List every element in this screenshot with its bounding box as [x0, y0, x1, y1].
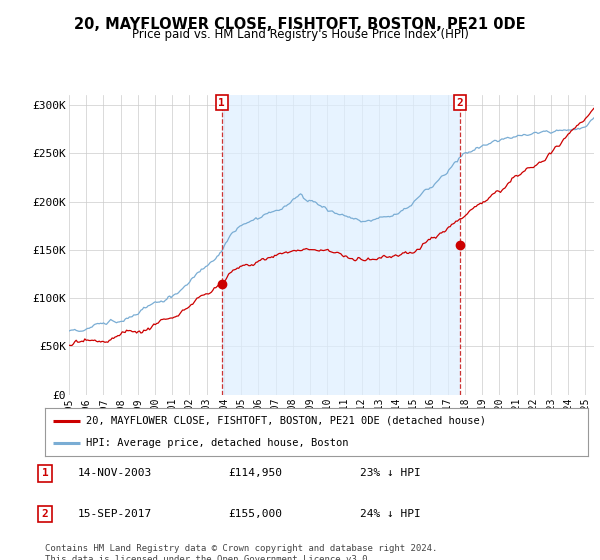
Text: 2: 2	[41, 509, 49, 519]
Text: £155,000: £155,000	[228, 509, 282, 519]
Text: 1: 1	[41, 468, 49, 478]
Text: 14-NOV-2003: 14-NOV-2003	[78, 468, 152, 478]
Text: 24% ↓ HPI: 24% ↓ HPI	[360, 509, 421, 519]
Text: £114,950: £114,950	[228, 468, 282, 478]
Text: Contains HM Land Registry data © Crown copyright and database right 2024.
This d: Contains HM Land Registry data © Crown c…	[45, 544, 437, 560]
Text: 2: 2	[457, 97, 463, 108]
Text: 20, MAYFLOWER CLOSE, FISHTOFT, BOSTON, PE21 0DE: 20, MAYFLOWER CLOSE, FISHTOFT, BOSTON, P…	[74, 17, 526, 32]
Text: 23% ↓ HPI: 23% ↓ HPI	[360, 468, 421, 478]
Text: Price paid vs. HM Land Registry's House Price Index (HPI): Price paid vs. HM Land Registry's House …	[131, 28, 469, 41]
Text: 20, MAYFLOWER CLOSE, FISHTOFT, BOSTON, PE21 0DE (detached house): 20, MAYFLOWER CLOSE, FISHTOFT, BOSTON, P…	[86, 416, 486, 426]
Text: HPI: Average price, detached house, Boston: HPI: Average price, detached house, Bost…	[86, 438, 348, 448]
Bar	[221, 95, 460, 395]
Text: 15-SEP-2017: 15-SEP-2017	[78, 509, 152, 519]
Text: 1: 1	[218, 97, 225, 108]
